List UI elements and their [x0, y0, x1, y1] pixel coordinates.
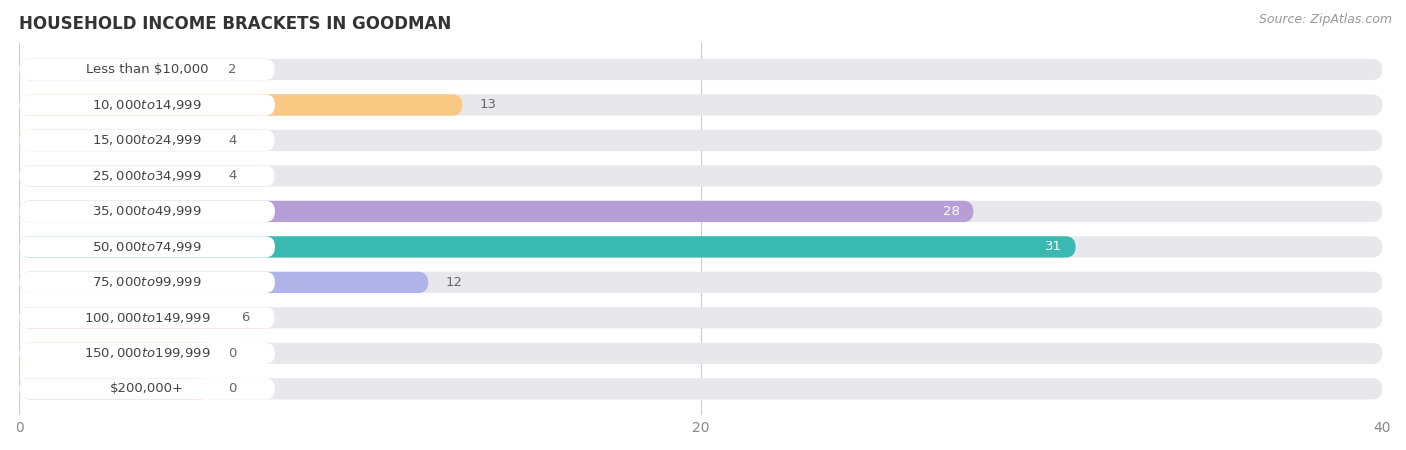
FancyBboxPatch shape	[20, 343, 211, 364]
FancyBboxPatch shape	[20, 272, 276, 293]
FancyBboxPatch shape	[20, 378, 211, 400]
FancyBboxPatch shape	[20, 307, 276, 328]
FancyBboxPatch shape	[20, 165, 276, 187]
Text: 31: 31	[1045, 240, 1062, 253]
Text: 4: 4	[228, 134, 236, 147]
Text: $10,000 to $14,999: $10,000 to $14,999	[93, 98, 202, 112]
Text: $35,000 to $49,999: $35,000 to $49,999	[93, 204, 202, 218]
FancyBboxPatch shape	[20, 94, 276, 116]
FancyBboxPatch shape	[20, 165, 276, 187]
FancyBboxPatch shape	[20, 307, 276, 328]
Text: $200,000+: $200,000+	[110, 382, 184, 396]
FancyBboxPatch shape	[20, 201, 276, 222]
Text: $150,000 to $199,999: $150,000 to $199,999	[84, 346, 211, 360]
FancyBboxPatch shape	[20, 307, 1382, 328]
Text: Less than $10,000: Less than $10,000	[86, 63, 208, 76]
FancyBboxPatch shape	[20, 378, 276, 400]
FancyBboxPatch shape	[20, 272, 429, 293]
Text: 2: 2	[228, 63, 236, 76]
FancyBboxPatch shape	[20, 201, 1382, 222]
FancyBboxPatch shape	[20, 272, 1382, 293]
Text: 13: 13	[479, 99, 496, 112]
Text: $15,000 to $24,999: $15,000 to $24,999	[93, 134, 202, 148]
Text: $25,000 to $34,999: $25,000 to $34,999	[93, 169, 202, 183]
Text: $50,000 to $74,999: $50,000 to $74,999	[93, 240, 202, 254]
Text: 12: 12	[446, 276, 463, 289]
FancyBboxPatch shape	[20, 201, 973, 222]
Text: 28: 28	[943, 205, 960, 218]
Text: 0: 0	[228, 347, 236, 360]
FancyBboxPatch shape	[20, 94, 463, 116]
Text: 6: 6	[240, 311, 249, 324]
FancyBboxPatch shape	[20, 130, 276, 151]
FancyBboxPatch shape	[20, 343, 1382, 364]
Text: 0: 0	[228, 382, 236, 396]
Text: 4: 4	[228, 170, 236, 182]
FancyBboxPatch shape	[20, 236, 276, 257]
FancyBboxPatch shape	[20, 343, 276, 364]
FancyBboxPatch shape	[20, 59, 276, 80]
FancyBboxPatch shape	[20, 94, 1382, 116]
FancyBboxPatch shape	[20, 236, 1382, 257]
FancyBboxPatch shape	[20, 130, 1382, 151]
FancyBboxPatch shape	[20, 378, 1382, 400]
Text: Source: ZipAtlas.com: Source: ZipAtlas.com	[1258, 14, 1392, 27]
FancyBboxPatch shape	[20, 236, 1076, 257]
FancyBboxPatch shape	[20, 59, 276, 80]
Text: HOUSEHOLD INCOME BRACKETS IN GOODMAN: HOUSEHOLD INCOME BRACKETS IN GOODMAN	[20, 15, 451, 33]
FancyBboxPatch shape	[20, 130, 276, 151]
Text: $75,000 to $99,999: $75,000 to $99,999	[93, 275, 202, 289]
Text: $100,000 to $149,999: $100,000 to $149,999	[84, 311, 211, 325]
FancyBboxPatch shape	[20, 165, 1382, 187]
FancyBboxPatch shape	[20, 59, 1382, 80]
